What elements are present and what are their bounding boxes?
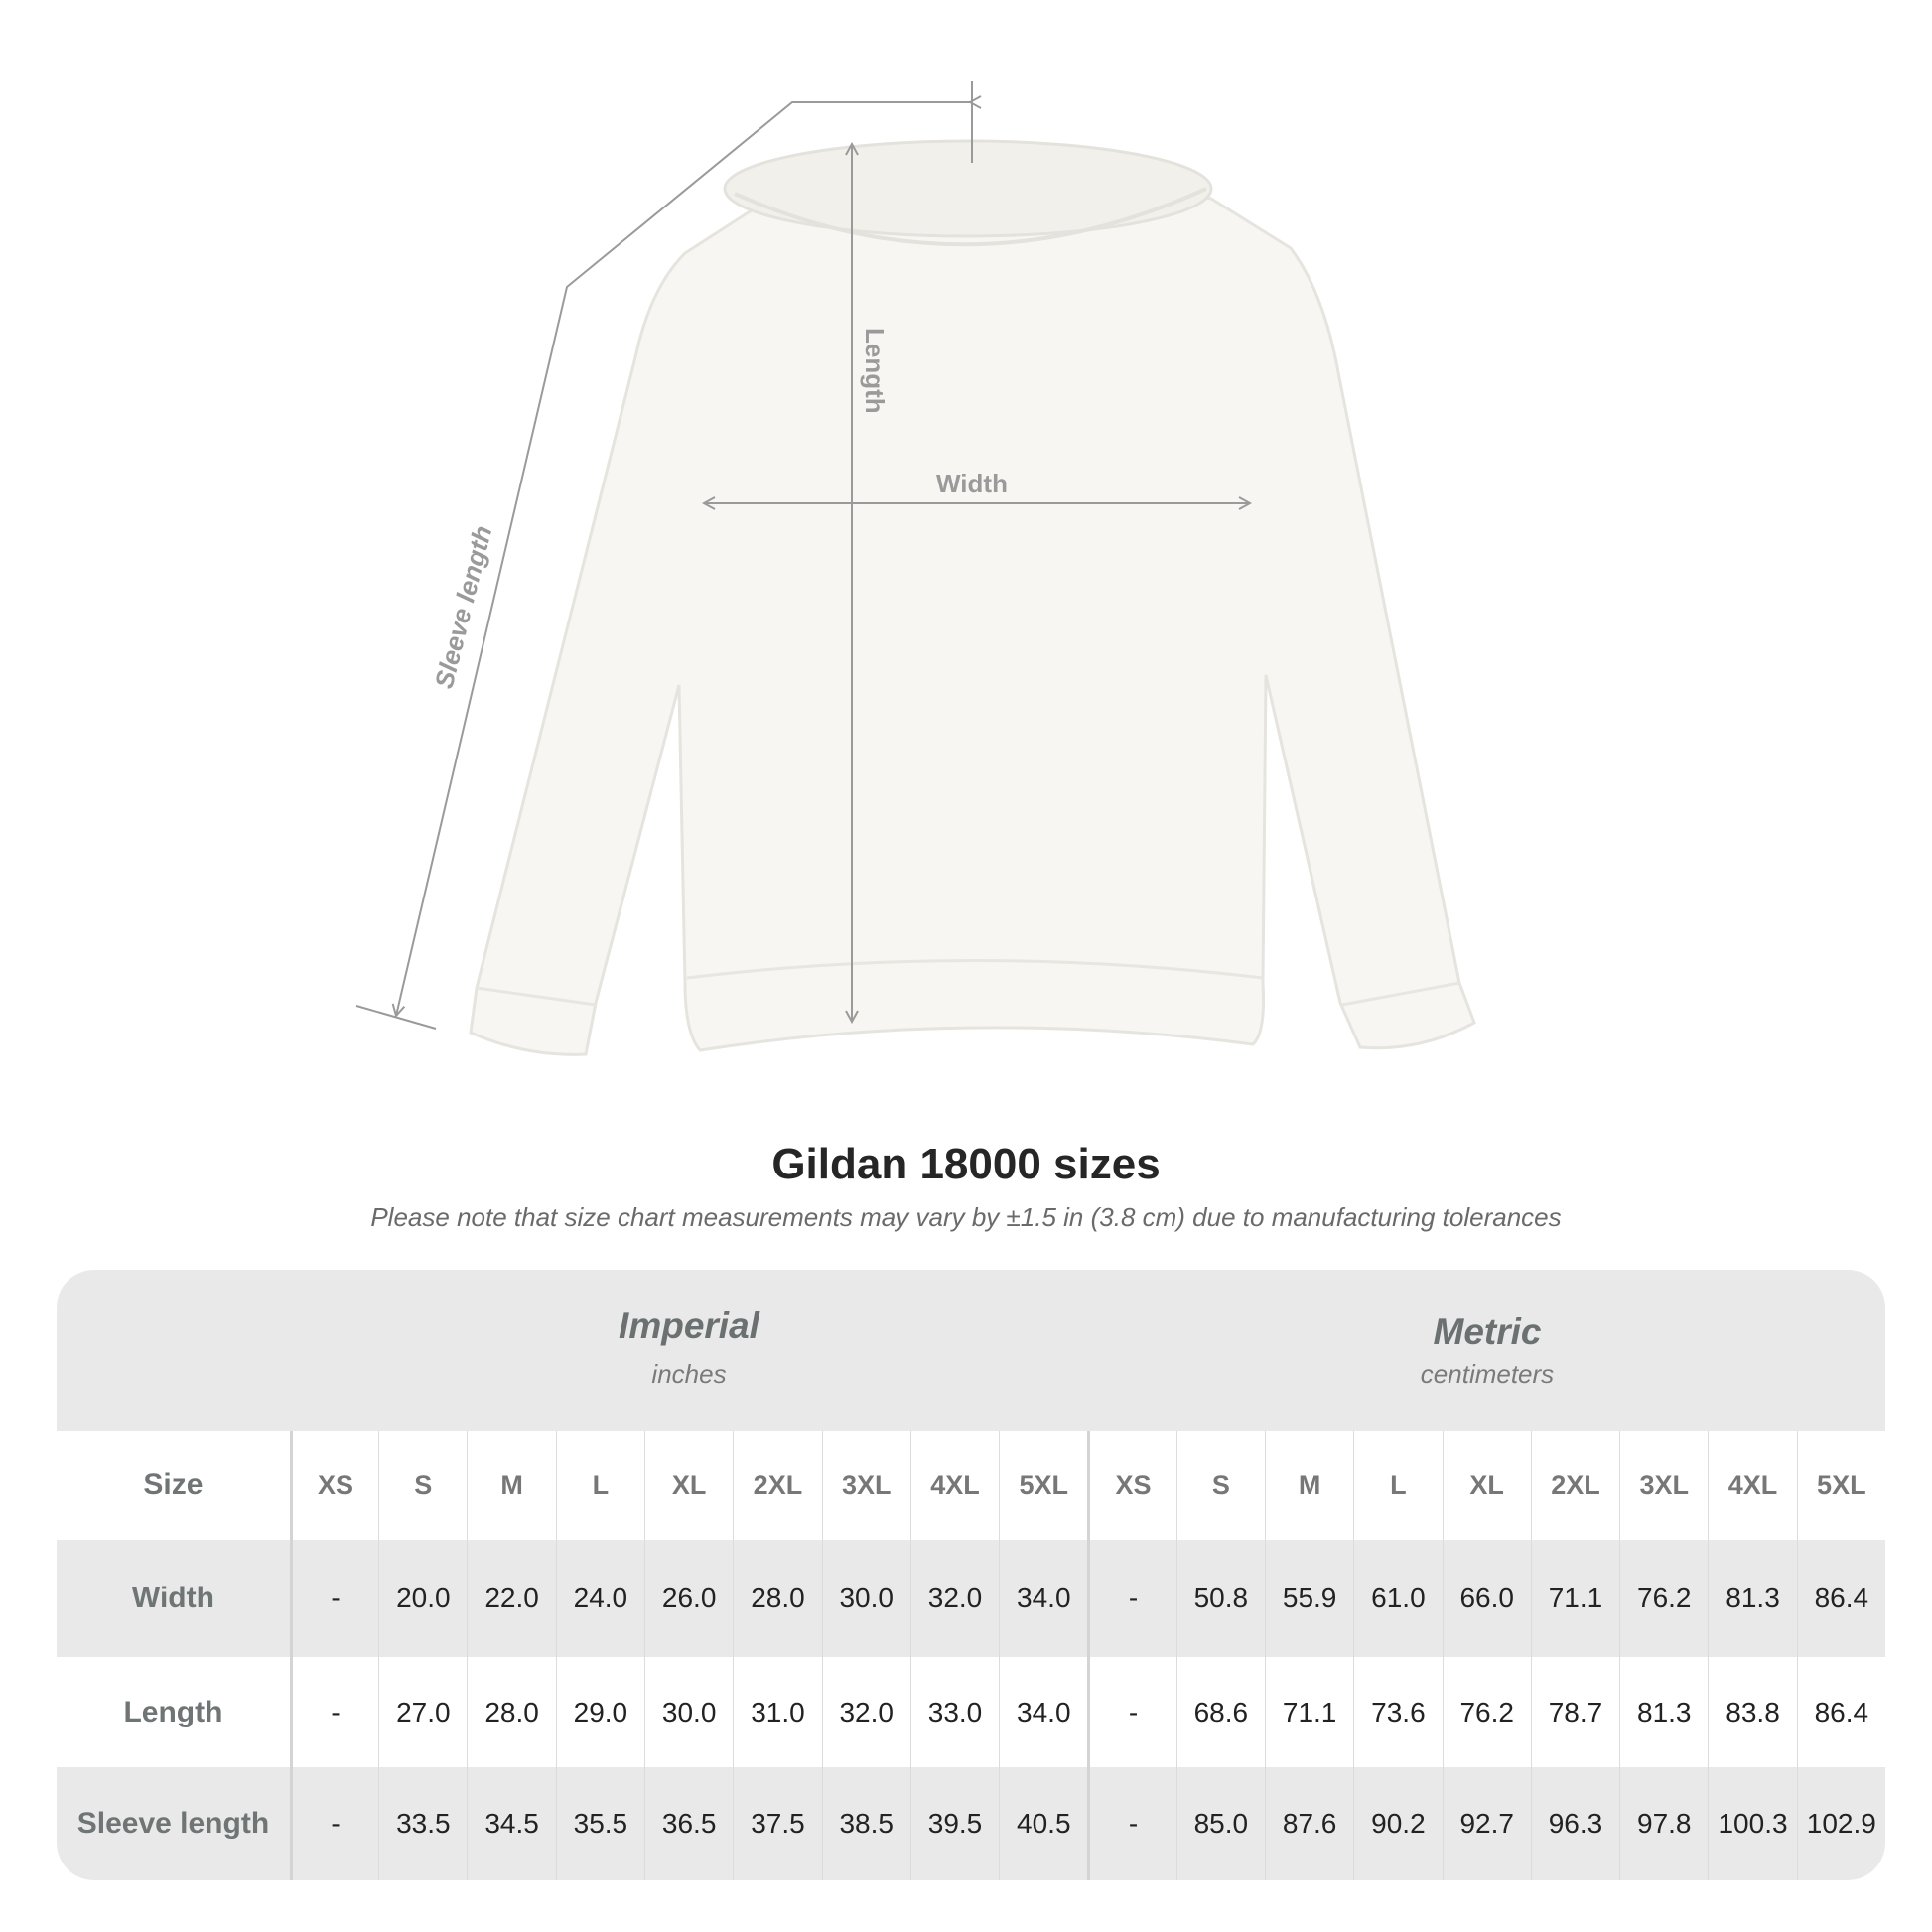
imperial-value-cell: - — [289, 1767, 378, 1880]
length-label: Length — [860, 328, 890, 414]
imperial-size-header: 5XL — [999, 1431, 1087, 1540]
imperial-value-cell: - — [289, 1657, 378, 1767]
metric-value-cell: 66.0 — [1442, 1540, 1531, 1657]
metric-size-header: 3XL — [1619, 1431, 1708, 1540]
metric-size-header: M — [1264, 1431, 1353, 1540]
imperial-unit: inches — [651, 1359, 727, 1389]
metric-value-cell: 81.3 — [1619, 1657, 1708, 1767]
imperial-value-cell: 28.0 — [467, 1657, 555, 1767]
imperial-value-cell: 39.5 — [909, 1767, 999, 1880]
metric-value-cell: 97.8 — [1619, 1767, 1708, 1880]
metric-size-header: XS — [1087, 1431, 1175, 1540]
imperial-size-header: M — [467, 1431, 555, 1540]
metric-size-header: XL — [1442, 1431, 1531, 1540]
size-header-row: Size XS S M L XL 2XL 3XL 4XL 5XL XS S M L XL 2XL 3XL 4XL 5… — [57, 1431, 1885, 1540]
row-label: Width — [131, 1582, 214, 1614]
metric-value-cell: 76.2 — [1442, 1657, 1531, 1767]
metric-value-cell: - — [1087, 1657, 1175, 1767]
table-row: Sleeve length -33.5 34.5 35.5 36.5 37.5 38.5 39… — [57, 1767, 1885, 1880]
imperial-size-header: 4XL — [909, 1431, 999, 1540]
metric-size-header: 2XL — [1530, 1431, 1619, 1540]
metric-value-cell: - — [1087, 1540, 1175, 1657]
table-header-band: Imperial inches Metric centimeters — [57, 1270, 1885, 1431]
row-label: Size — [143, 1468, 204, 1501]
imperial-value-cell: 34.0 — [999, 1540, 1087, 1657]
row-label: Sleeve length — [76, 1807, 270, 1840]
metric-value-cell: 76.2 — [1619, 1540, 1708, 1657]
imperial-value-cell: 38.5 — [821, 1767, 910, 1880]
imperial-value-cell: 20.0 — [378, 1540, 467, 1657]
metric-size-header: S — [1175, 1431, 1265, 1540]
imperial-size-header: 2XL — [733, 1431, 821, 1540]
imperial-size-header: 3XL — [821, 1431, 910, 1540]
imperial-size-header: XL — [644, 1431, 733, 1540]
sleeve-length-label: Sleeve length — [429, 523, 498, 692]
metric-value-cell: 100.3 — [1708, 1767, 1796, 1880]
imperial-value-cell: 30.0 — [644, 1657, 733, 1767]
metric-value-cell: 71.1 — [1264, 1657, 1353, 1767]
imperial-value-cell: 34.5 — [467, 1767, 555, 1880]
imperial-value-cell: 27.0 — [378, 1657, 467, 1767]
imperial-value-cell: 32.0 — [821, 1657, 910, 1767]
metric-value-cell: 83.8 — [1708, 1657, 1796, 1767]
metric-size-header: 4XL — [1708, 1431, 1796, 1540]
row-label: Length — [123, 1695, 223, 1728]
imperial-size-header: L — [555, 1431, 644, 1540]
sweatshirt-diagram: Length Width Sleeve length — [355, 81, 1476, 1056]
metric-value-cell: 81.3 — [1708, 1540, 1796, 1657]
imperial-value-cell: 30.0 — [821, 1540, 910, 1657]
metric-value-cell: 96.3 — [1530, 1767, 1619, 1880]
metric-value-cell: 87.6 — [1264, 1767, 1353, 1880]
table-row: Width -20.0 22.0 24.0 26.0 28.0 30.0 32.0 34.0-5… — [57, 1540, 1885, 1657]
sleeve-bottom-tick — [355, 1005, 437, 1030]
metric-value-cell: 90.2 — [1353, 1767, 1442, 1880]
metric-value-cell: 78.7 — [1530, 1657, 1619, 1767]
imperial-value-cell: 26.0 — [644, 1540, 733, 1657]
metric-size-header: L — [1353, 1431, 1442, 1540]
imperial-value-cell: - — [289, 1540, 378, 1657]
imperial-value-cell: 33.5 — [378, 1767, 467, 1880]
metric-value-cell: 68.6 — [1175, 1657, 1265, 1767]
metric-value-cell: 92.7 — [1442, 1767, 1531, 1880]
imperial-value-cell: 29.0 — [555, 1657, 644, 1767]
sweatshirt-image — [469, 139, 1476, 1056]
metric-group: Metric centimeters — [1088, 1270, 1885, 1431]
metric-value-cell: 86.4 — [1796, 1540, 1885, 1657]
sleeve-length-arrow — [396, 102, 970, 1016]
metric-value-cell: - — [1087, 1767, 1175, 1880]
metric-value-cell: 86.4 — [1796, 1657, 1885, 1767]
imperial-size-header: S — [378, 1431, 467, 1540]
page-title: Gildan 18000 sizes — [771, 1140, 1161, 1188]
metric-title: Metric — [1433, 1311, 1542, 1352]
metric-value-cell: 102.9 — [1796, 1767, 1885, 1880]
metric-value-cell: 85.0 — [1175, 1767, 1265, 1880]
width-label: Width — [936, 469, 1008, 498]
imperial-value-cell: 28.0 — [733, 1540, 821, 1657]
metric-value-cell: 73.6 — [1353, 1657, 1442, 1767]
imperial-value-cell: 34.0 — [999, 1657, 1087, 1767]
metric-value-cell: 61.0 — [1353, 1540, 1442, 1657]
metric-value-cell: 50.8 — [1175, 1540, 1265, 1657]
imperial-value-cell: 37.5 — [733, 1767, 821, 1880]
imperial-value-cell: 32.0 — [909, 1540, 999, 1657]
imperial-group: Imperial inches — [290, 1270, 1088, 1431]
size-table: Imperial inches Metric centimeters Size X… — [57, 1270, 1885, 1880]
metric-value-cell: 55.9 — [1264, 1540, 1353, 1657]
tolerance-note: Please note that size chart measurements… — [370, 1202, 1562, 1232]
imperial-value-cell: 35.5 — [555, 1767, 644, 1880]
metric-unit: centimeters — [1420, 1359, 1555, 1389]
metric-size-header: 5XL — [1796, 1431, 1885, 1540]
imperial-value-cell: 24.0 — [555, 1540, 644, 1657]
imperial-value-cell: 36.5 — [644, 1767, 733, 1880]
imperial-title: Imperial — [619, 1306, 759, 1346]
table-row: Length -27.0 28.0 29.0 30.0 31.0 32.0 33.0 34.0-… — [57, 1657, 1885, 1767]
imperial-value-cell: 22.0 — [467, 1540, 555, 1657]
imperial-value-cell: 31.0 — [733, 1657, 821, 1767]
imperial-size-header: XS — [289, 1431, 378, 1540]
imperial-value-cell: 33.0 — [909, 1657, 999, 1767]
imperial-value-cell: 40.5 — [999, 1767, 1087, 1880]
metric-value-cell: 71.1 — [1530, 1540, 1619, 1657]
